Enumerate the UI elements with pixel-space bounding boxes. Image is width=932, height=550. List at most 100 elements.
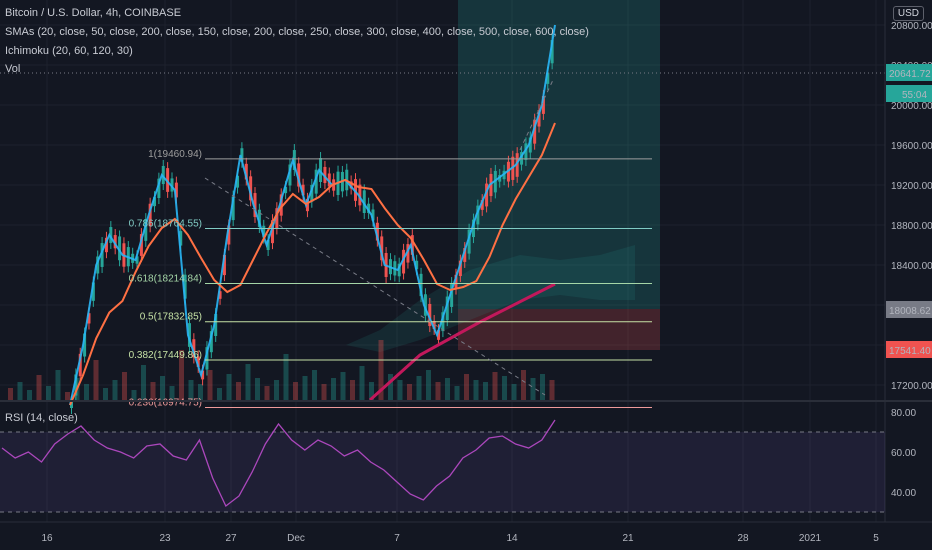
candle [467,229,471,254]
candle [349,181,353,189]
candle [310,184,314,202]
price-tag [886,341,932,358]
y-tick-label: 18800.00 [891,221,932,232]
candle [253,193,257,217]
candle [74,374,78,396]
volume-bar [131,390,137,400]
volume-bar [255,378,260,400]
volume-bar [179,350,184,400]
candle [410,235,414,255]
fib-label: 0.236(16974.75) [129,398,202,409]
rsi-line [1,419,556,508]
price-tag-label: 55:04 [902,90,927,101]
candle [354,179,358,201]
candle [314,169,318,194]
volume-bar [293,382,298,400]
volume-bar [46,386,51,400]
candle [485,183,489,207]
currency-badge[interactable]: USD [892,6,924,21]
volume-bar [160,376,165,400]
volume-bar [397,380,403,400]
volume-bar [93,360,99,400]
candle [266,239,270,251]
candle [445,296,449,321]
volume-bar [540,374,545,400]
price-tag [886,85,932,102]
volume-bar [369,382,374,400]
volume-bar [302,376,308,400]
rsi-legend[interactable]: RSI (14, close) [5,412,78,424]
projection-line [204,177,546,396]
x-tick-label: 14 [506,533,518,544]
candle [537,110,541,127]
candle [450,283,454,307]
volume-bar [426,370,431,400]
candle [319,158,323,182]
candle [541,96,545,114]
candle [546,72,550,84]
candle [209,331,213,353]
volume-bar [17,382,23,400]
sma-long-line [368,282,556,402]
candle [113,235,117,249]
candle [301,184,305,196]
volume-bar [388,374,393,400]
candle [397,263,401,277]
fib-label: 0.786(18764.55) [129,219,202,230]
candle [161,165,165,185]
price-tag-label: 18008.62 [889,306,931,317]
volume-bar [274,380,279,400]
candle [222,254,226,276]
y-tick-label: 19600.00 [891,141,932,152]
candle [476,205,480,225]
volume-bar [65,392,70,400]
candle [528,137,532,153]
candle [480,200,484,210]
fib-label: 0.618(18214.84) [129,274,202,285]
candle [201,370,205,380]
candle [454,274,458,289]
y-tick-label: 20000.00 [891,101,932,112]
candle [515,153,519,177]
candle [109,227,113,243]
volume-legend[interactable]: Vol [5,63,21,75]
candle [96,256,100,274]
candle [139,234,143,256]
candle [262,225,266,238]
candle [153,197,157,207]
volume-bar [103,388,108,400]
rsi-band [0,432,885,512]
candle [187,323,191,347]
rsi-pane [0,402,885,522]
x-tick-label: 2021 [799,533,822,544]
volume-bar [483,382,488,400]
candle [279,194,283,216]
volume-bar [464,374,469,400]
ichimoku-legend[interactable]: Ichimoku (20, 60, 120, 30) [5,45,133,57]
candle [533,119,537,144]
candle [402,249,406,274]
candle [520,152,524,165]
volume-bar [8,388,13,400]
volume-bar [492,372,498,400]
candle [432,321,436,329]
candle [183,274,187,299]
candle [362,190,366,213]
smas-legend[interactable]: SMAs (20, close, 50, close, 200, close, … [5,26,589,38]
volume-bar [321,384,327,400]
volume-bar [511,384,517,400]
volume-bar [530,378,536,400]
sma-line [69,122,556,406]
candle [380,236,384,261]
candle [437,330,441,340]
candle [415,260,419,270]
volume-bar [312,370,317,400]
y-tick-label: 19200.00 [891,181,932,192]
volume-bar [473,380,479,400]
candle [419,273,423,297]
candle [218,291,222,299]
symbol-legend[interactable]: Bitcoin / U.S. Dollar, 4h, COINBASE [5,7,182,19]
candle [227,225,231,245]
candle [170,178,174,192]
